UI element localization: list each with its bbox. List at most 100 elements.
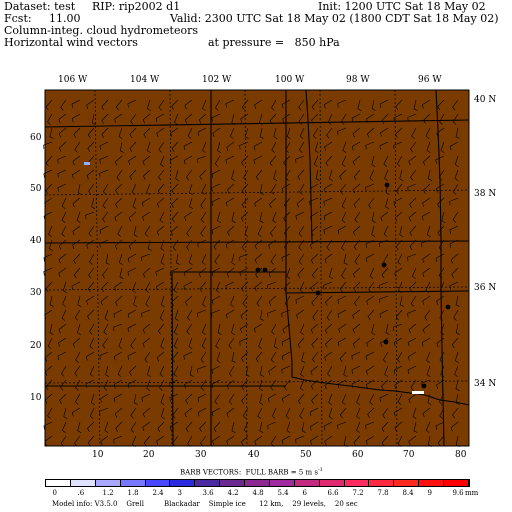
wind-barb xyxy=(343,253,348,265)
wind-barb xyxy=(395,183,403,195)
wind-barb xyxy=(297,169,305,181)
wind-barb xyxy=(211,295,221,305)
wind-barb xyxy=(453,309,459,321)
wind-barb xyxy=(189,183,193,195)
wind-barb xyxy=(379,281,389,290)
wind-barb xyxy=(87,127,95,139)
wind-barb xyxy=(259,365,265,377)
wind-barb xyxy=(158,169,165,181)
wind-barb xyxy=(323,197,333,206)
wind-barb xyxy=(114,211,123,222)
wind-barb xyxy=(286,127,291,139)
wind-barb xyxy=(410,169,417,181)
wind-barb xyxy=(173,281,179,293)
wind-barb xyxy=(395,309,403,321)
barb-vectors-label: BARB VECTORS: FULL BARB = 5 m s-1 xyxy=(180,467,323,477)
wind-barb xyxy=(455,379,460,391)
wind-barb xyxy=(173,323,179,335)
wind-barb xyxy=(241,197,249,209)
wind-barb xyxy=(407,113,417,122)
wind-barb xyxy=(366,365,375,375)
wind-barb xyxy=(184,379,193,389)
wind-barb xyxy=(159,365,165,377)
wind-barb xyxy=(449,141,459,151)
wind-barb xyxy=(62,295,67,308)
wind-barb xyxy=(326,239,333,251)
wind-barb xyxy=(356,407,361,420)
wind-barb xyxy=(367,407,375,418)
wind-barb xyxy=(132,197,137,210)
wind-barb xyxy=(283,155,291,166)
wind-barb xyxy=(356,421,361,433)
wind-barb xyxy=(301,421,306,433)
wind-barb xyxy=(156,351,165,362)
wind-barb xyxy=(90,393,95,405)
wind-barb xyxy=(57,351,67,360)
cloud-patch xyxy=(84,162,90,165)
wind-barb xyxy=(71,113,81,123)
wind-barb xyxy=(300,365,305,377)
wind-barb xyxy=(310,253,319,264)
wind-barb xyxy=(323,211,333,221)
wind-barb xyxy=(399,225,404,237)
wind-barb xyxy=(184,113,193,124)
wind-barb xyxy=(395,99,403,111)
wind-barb xyxy=(337,337,347,347)
grid-x-tick: 10 xyxy=(92,450,104,460)
wind-barb xyxy=(127,99,137,108)
wind-barb xyxy=(407,253,417,262)
wind-barb xyxy=(257,407,263,419)
wind-barb xyxy=(295,295,305,304)
wind-barb xyxy=(127,351,137,360)
wind-barb xyxy=(409,225,417,237)
wind-barb xyxy=(128,155,137,165)
wind-barb xyxy=(101,99,109,111)
wind-barb xyxy=(255,351,263,363)
wind-barb xyxy=(58,141,67,152)
wind-barb xyxy=(371,323,376,335)
lon-label: 100 W xyxy=(275,75,305,85)
wind-barb xyxy=(142,113,151,124)
wind-barb xyxy=(299,407,305,419)
wind-barb xyxy=(43,141,53,150)
wind-barb xyxy=(273,127,278,139)
city-marker xyxy=(421,383,427,389)
wind-barb xyxy=(226,183,235,194)
wind-barb xyxy=(421,337,431,347)
wind-barb xyxy=(382,351,389,363)
wind-barb xyxy=(186,169,193,181)
wind-barb xyxy=(201,337,207,349)
wind-barb xyxy=(427,169,433,181)
wind-barb xyxy=(259,127,264,139)
wind-barb xyxy=(169,393,179,402)
wind-barb xyxy=(379,99,389,109)
wind-barb xyxy=(43,267,53,276)
wind-barb xyxy=(394,421,403,432)
wind-barb xyxy=(91,197,96,209)
wind-barb xyxy=(272,407,277,419)
wind-barb xyxy=(283,379,291,391)
wind-barb xyxy=(394,211,403,222)
color-swatch xyxy=(269,480,295,486)
wind-barb xyxy=(160,253,165,265)
wind-barb xyxy=(217,141,222,153)
wind-barb xyxy=(295,211,305,220)
wind-barb xyxy=(240,323,249,333)
wind-barb xyxy=(101,127,109,139)
wind-barb xyxy=(171,183,179,195)
wind-barb xyxy=(440,141,445,153)
color-swatch xyxy=(394,480,420,486)
wind-barb xyxy=(71,407,81,417)
city-marker xyxy=(383,339,389,345)
wind-barb xyxy=(269,155,277,167)
wind-barb xyxy=(187,309,193,321)
wind-barb xyxy=(129,141,137,153)
wind-barb xyxy=(407,309,417,318)
wind-barb xyxy=(199,281,207,293)
wind-barb xyxy=(189,365,194,377)
wind-barb xyxy=(102,197,109,209)
scale-value: 3 xyxy=(177,489,182,497)
wind-barb xyxy=(88,267,95,279)
wind-barb xyxy=(312,351,319,363)
